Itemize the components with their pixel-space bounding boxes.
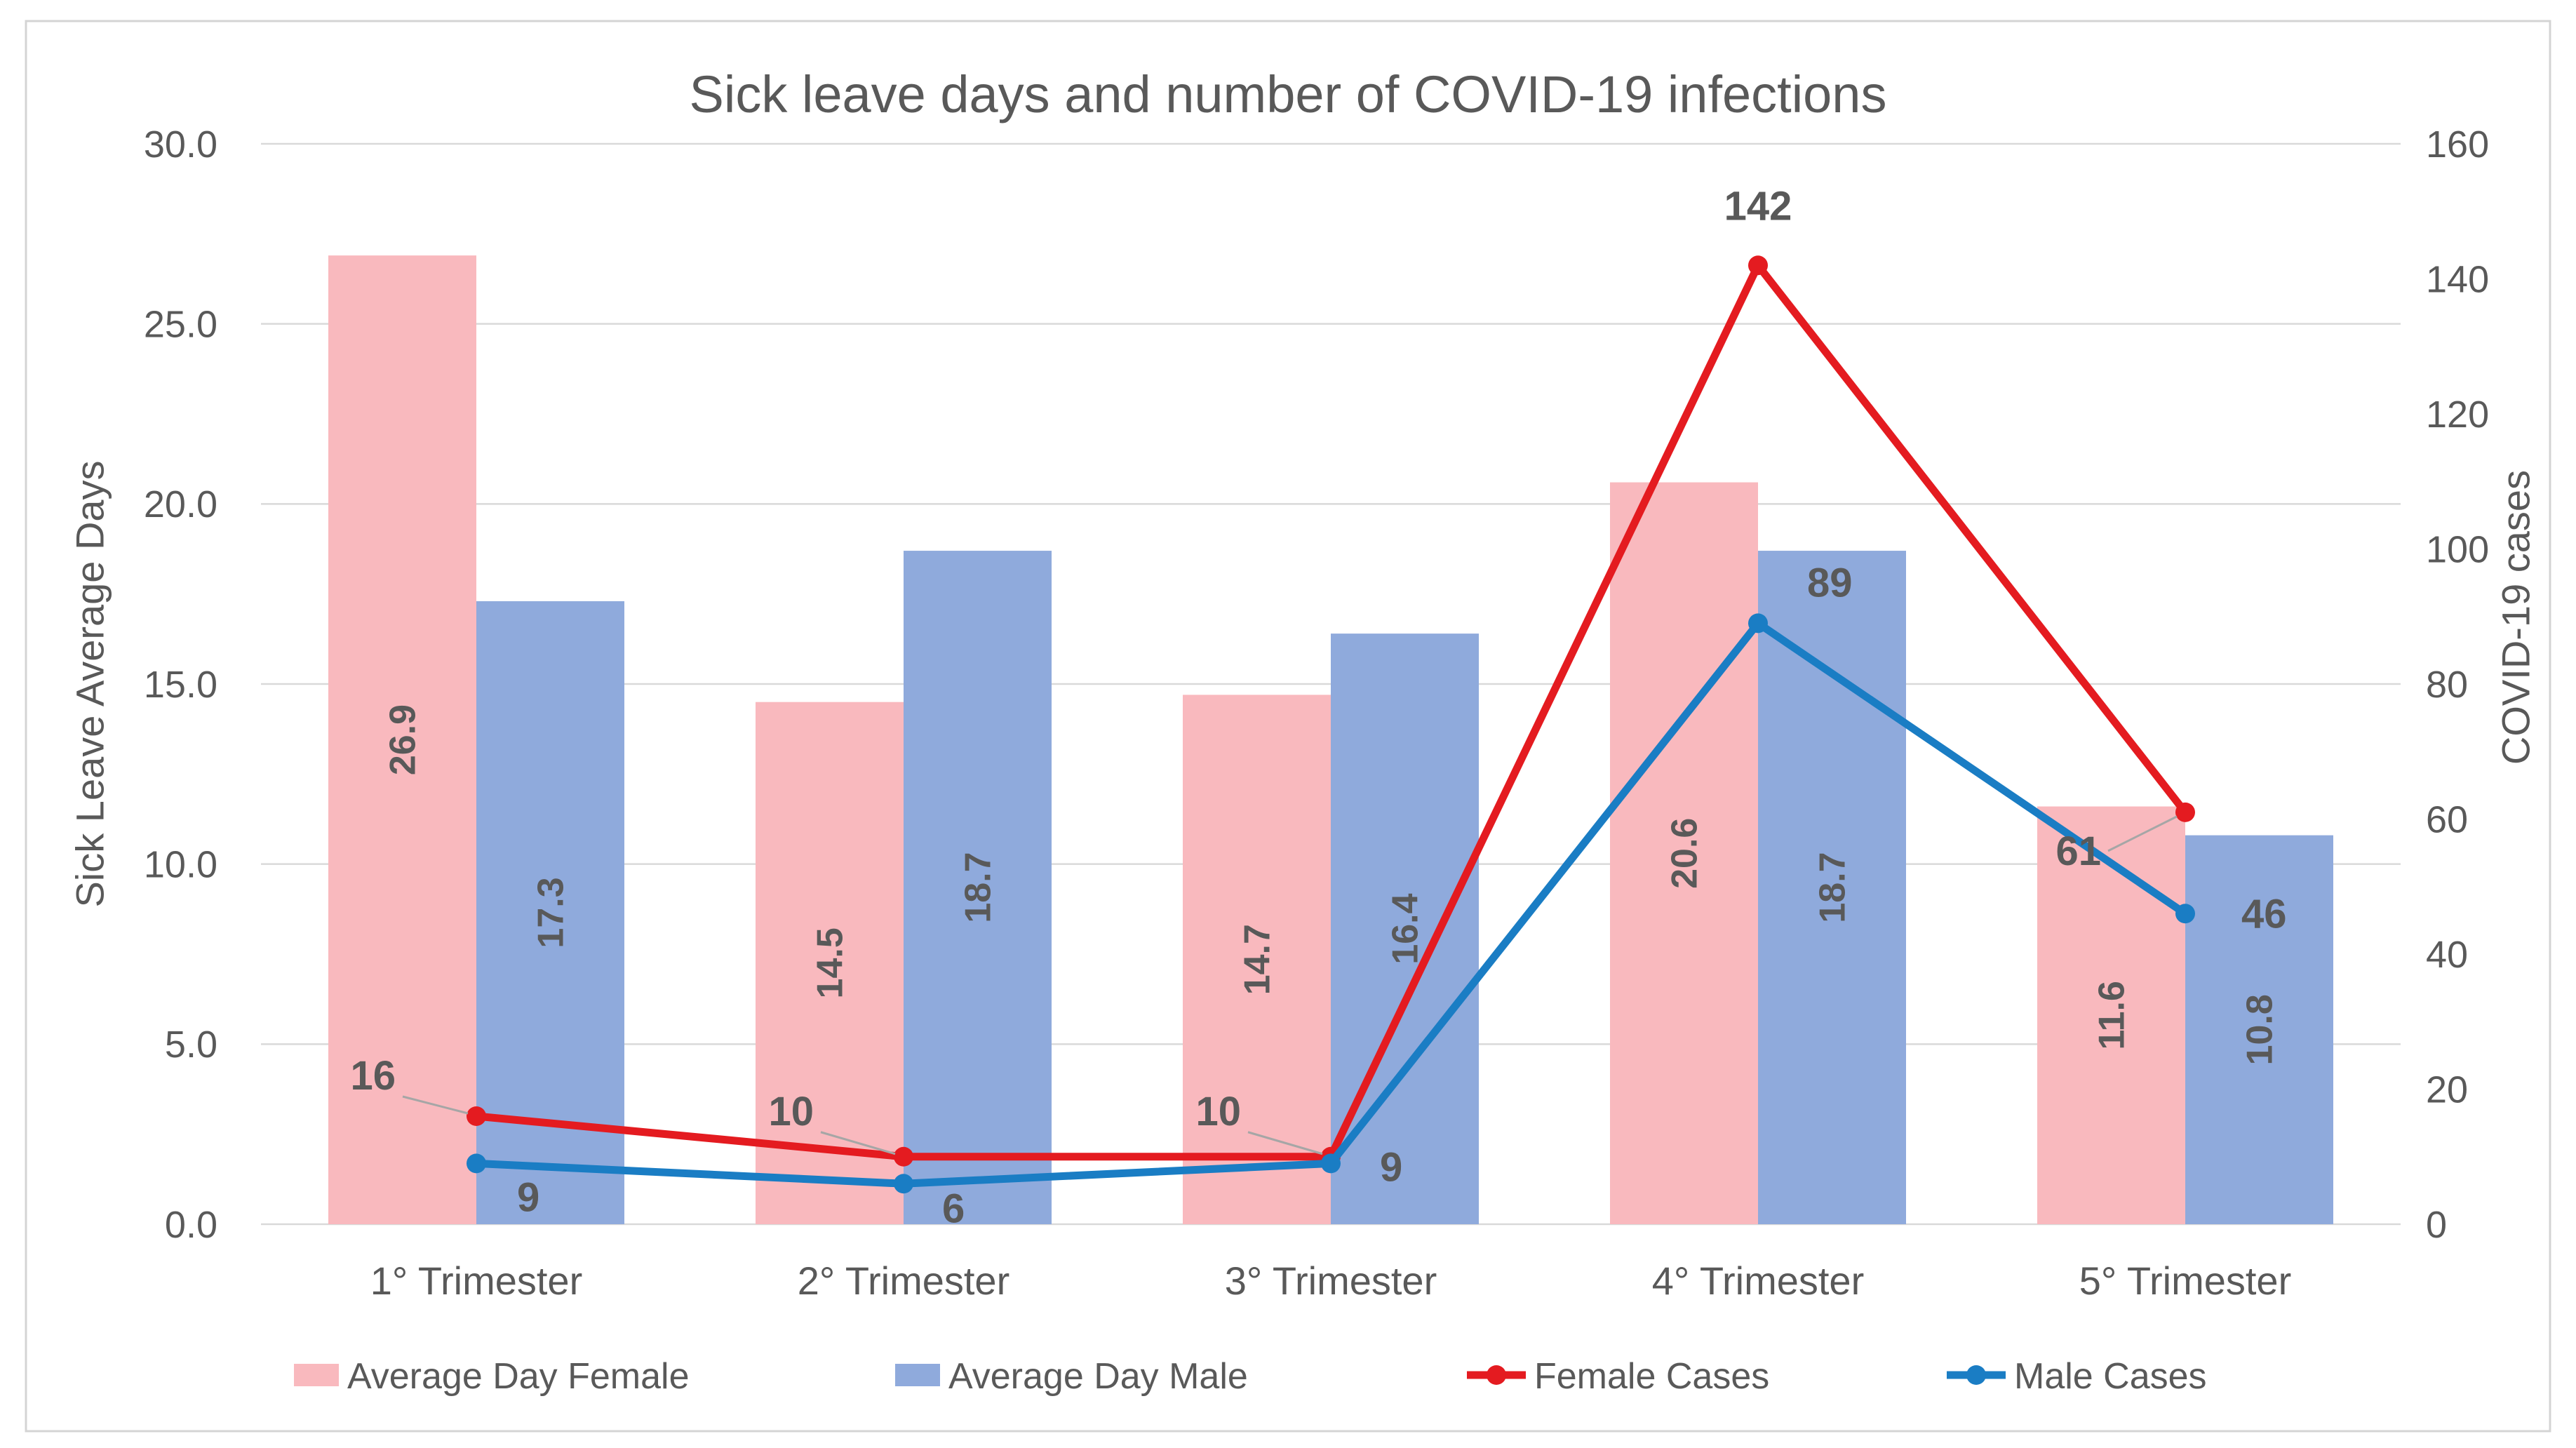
bar-value-label-female-5: 11.6 — [2092, 981, 2133, 1050]
x-axis-label-3: 3° Trimester — [1225, 1259, 1437, 1303]
bar-value-label-female-4: 20.6 — [1665, 818, 1705, 889]
right-axis-tick-label: 120 — [2426, 394, 2489, 436]
right-axis-tick-label: 100 — [2426, 528, 2489, 570]
x-axis-label-2: 2° Trimester — [798, 1259, 1009, 1303]
left-axis-tick-label: 15.0 — [144, 664, 217, 706]
legend-swatch-male-bar — [895, 1364, 940, 1386]
bar-male-4 — [1758, 551, 1906, 1224]
x-axis-label-4: 4° Trimester — [1652, 1259, 1864, 1303]
right-axis-tick-label: 60 — [2426, 798, 2468, 840]
female-cases-marker-1 — [467, 1106, 486, 1126]
legend-marker-female-cases — [1487, 1365, 1506, 1385]
right-axis-title: COVID-19 cases — [2494, 470, 2538, 765]
bar-value-label-female-2: 14.5 — [810, 927, 851, 998]
right-axis-tick-label: 80 — [2426, 664, 2468, 706]
female-cases-value-label-2: 10 — [768, 1089, 814, 1134]
left-axis-tick-label: 25.0 — [144, 304, 217, 346]
bar-female-1 — [328, 255, 476, 1225]
female-cases-marker-5 — [2175, 802, 2195, 822]
female-cases-value-label-1: 16 — [350, 1053, 396, 1099]
bar-female-2 — [756, 702, 904, 1224]
male-cases-marker-3 — [1321, 1153, 1341, 1174]
data-labels: 26.9 17.3 14.5 18.7 14.7 16.4 20.6 18.7 11.6 10.8… — [350, 183, 2286, 1231]
bar-value-label-female-3: 14.7 — [1237, 924, 1278, 995]
female-cases-value-label-4: 142 — [1724, 183, 1792, 229]
legend-marker-male-cases — [1966, 1365, 1986, 1385]
right-axis-tick-label: 40 — [2426, 934, 2468, 976]
male-cases-value-label-1: 9 — [517, 1174, 539, 1220]
bar-value-label-male-5: 10.8 — [2240, 994, 2281, 1065]
right-axis-tick-label: 0 — [2426, 1204, 2447, 1246]
male-cases-value-label-4: 89 — [1807, 560, 1853, 605]
bar-male-5 — [2185, 835, 2333, 1224]
left-axis-tick-label: 30.0 — [144, 123, 217, 166]
female-cases-marker-4 — [1748, 255, 1768, 276]
bars — [328, 255, 2333, 1225]
bar-female-5 — [2037, 806, 2185, 1224]
right-axis-tick-label: 20 — [2426, 1068, 2468, 1111]
male-cases-value-label-3: 9 — [1380, 1144, 1402, 1190]
female-cases-label-leader-3 — [1247, 1131, 1323, 1155]
bar-value-label-male-4: 18.7 — [1813, 852, 1853, 923]
x-axis-label-1: 1° Trimester — [370, 1259, 582, 1303]
legend: Average Day Female Average Day Male Fema… — [294, 1356, 2207, 1397]
legend-label-average-day-female: Average Day Female — [347, 1356, 690, 1397]
female-cases-marker-2 — [894, 1146, 913, 1167]
female-cases-value-label-5: 61 — [2055, 829, 2101, 874]
x-axis-labels: 1° Trimester 2° Trimester 3° Trimester 4° T… — [370, 1259, 2291, 1303]
male-cases-marker-1 — [467, 1153, 486, 1174]
x-axis-label-5: 5° Trimester — [2079, 1259, 2291, 1303]
bar-female-3 — [1183, 695, 1331, 1224]
left-axis-tick-label: 0.0 — [165, 1204, 217, 1246]
bar-male-2 — [904, 551, 1052, 1224]
legend-label-female-cases: Female Cases — [1534, 1356, 1769, 1397]
right-axis-tick-label: 160 — [2426, 123, 2489, 166]
bar-value-label-female-1: 26.9 — [383, 704, 424, 775]
left-axis-title: Sick Leave Average Days — [68, 460, 112, 907]
axis-ticks: 0.0 5.0 10.0 15.0 20.0 25.0 30.0 0 20 40 60 80 100 12… — [144, 123, 2489, 1246]
bar-value-label-male-2: 18.7 — [958, 852, 999, 923]
male-cases-marker-2 — [894, 1174, 913, 1194]
legend-item-male-cases: Male Cases — [1947, 1356, 2207, 1397]
male-cases-value-label-2: 6 — [942, 1186, 965, 1231]
chart-title: Sick leave days and number of COVID-19 i… — [690, 65, 1887, 123]
male-cases-marker-5 — [2175, 904, 2195, 924]
female-cases-value-label-3: 10 — [1195, 1089, 1241, 1134]
legend-label-male-cases: Male Cases — [2014, 1356, 2207, 1397]
female-cases-label-leader-2 — [820, 1131, 896, 1155]
legend-item-average-day-male: Average Day Male — [895, 1356, 1248, 1397]
lines — [467, 255, 2195, 1194]
left-axis-tick-label: 5.0 — [165, 1024, 217, 1066]
legend-swatch-female-bar — [294, 1364, 339, 1386]
legend-item-average-day-female: Average Day Female — [294, 1356, 690, 1397]
left-axis-tick-label: 10.0 — [144, 844, 217, 886]
female-cases-label-leader-5 — [2107, 815, 2178, 852]
female-cases-label-leader-1 — [402, 1095, 469, 1115]
legend-label-average-day-male: Average Day Male — [948, 1356, 1248, 1397]
male-cases-value-label-5: 46 — [2241, 891, 2287, 937]
left-axis-tick-label: 20.0 — [144, 483, 217, 525]
bar-value-label-male-1: 17.3 — [531, 877, 572, 948]
bar-male-3 — [1331, 634, 1479, 1224]
right-axis-tick-label: 140 — [2426, 258, 2489, 300]
male-cases-marker-4 — [1748, 613, 1768, 634]
bar-female-4 — [1610, 482, 1758, 1224]
legend-item-female-cases: Female Cases — [1467, 1356, 1769, 1397]
bar-value-label-male-3: 16.4 — [1386, 893, 1426, 964]
